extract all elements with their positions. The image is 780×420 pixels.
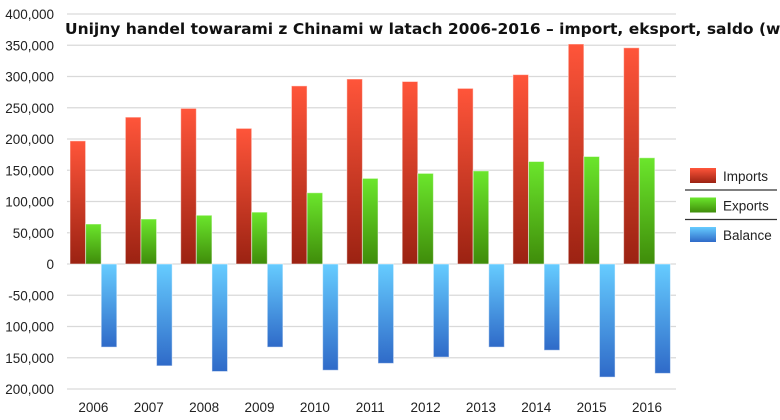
bar-exports-2011 [361, 177, 379, 265]
x-tick-label: 2012 [411, 400, 441, 415]
bar-balance-2014 [543, 263, 561, 351]
x-tick-label: 2009 [244, 400, 274, 415]
bar-exports-2012 [417, 172, 434, 265]
legend-swatch-imports [690, 168, 716, 183]
bar-imports-2012 [401, 81, 419, 265]
y-tick-label: 50,000 [13, 226, 54, 241]
bar-imports-2009 [235, 127, 253, 265]
bar-exports-2015 [583, 156, 600, 265]
x-tick-label: 2014 [521, 400, 552, 415]
bar-imports-2015 [567, 43, 585, 265]
bar-imports-2007 [124, 116, 142, 265]
x-tick-label: 2006 [78, 400, 108, 415]
bar-balance-2011 [377, 263, 395, 364]
legend-label: Balance [723, 228, 772, 243]
y-tick-label: 100,000 [5, 195, 54, 210]
y-tick-label: -50,000 [8, 288, 54, 303]
bar-exports-2013 [472, 170, 490, 265]
y-tick-label: 400,000 [5, 7, 54, 22]
bar-imports-2014 [512, 74, 530, 265]
x-tick-label: 2007 [134, 400, 164, 415]
chart-title: Unijny handel towarami z Chinami w latac… [65, 20, 780, 38]
bar-balance-2010 [322, 263, 339, 371]
bar-imports-2011 [346, 78, 363, 265]
y-tick-label: 100,000 [5, 320, 54, 335]
bar-exports-2008 [195, 214, 213, 265]
legend-swatch-exports [690, 197, 716, 213]
y-tick-label: 350,000 [5, 38, 54, 53]
bar-imports-2010 [290, 85, 308, 265]
bar-balance-2013 [488, 263, 505, 348]
bar-balance-2009 [266, 263, 284, 348]
bar-balance-2016 [654, 263, 671, 374]
bar-balance-2015 [598, 263, 616, 378]
y-tick-label: 300,000 [5, 70, 54, 85]
bar-balance-2012 [432, 263, 450, 358]
bar-balance-2006 [100, 263, 118, 348]
x-tick-label: 2010 [300, 400, 330, 415]
bar-exports-2016 [638, 157, 656, 265]
y-axis-ticks: 400,000 350,000 300,000 250,000 200,000 150,0… [5, 7, 54, 397]
bar-exports-2014 [528, 161, 545, 265]
y-tick-label: 200,000 [5, 382, 54, 397]
x-tick-label: 2013 [466, 400, 496, 415]
legend-label: Exports [723, 199, 769, 214]
bar-imports-2013 [457, 87, 474, 265]
bar-exports-2010 [306, 192, 324, 265]
bar-exports-2007 [140, 218, 158, 265]
y-tick-label: 150,000 [5, 163, 54, 178]
y-tick-label: 250,000 [5, 101, 54, 116]
legend-label: Imports [723, 169, 768, 184]
x-tick-label: 2016 [632, 400, 662, 415]
bar-balance-2007 [156, 263, 173, 367]
x-tick-label: 2015 [577, 400, 607, 415]
bar-imports-2006 [69, 140, 87, 265]
bar-balance-2008 [211, 263, 229, 372]
y-tick-label: 150,000 [5, 351, 54, 366]
x-tick-label: 2008 [189, 400, 219, 415]
x-axis-ticks: 2006 2007 2008 2009 2010 2011 2012 2013 2014 2015… [78, 400, 662, 415]
legend: Imports Exports Balance [685, 168, 777, 243]
bar-exports-2006 [85, 223, 102, 265]
x-tick-label: 2011 [356, 400, 385, 415]
bars [69, 43, 671, 378]
bar-exports-2009 [251, 211, 268, 265]
y-tick-label: 0 [46, 257, 54, 272]
legend-swatch-balance [690, 227, 716, 242]
bar-imports-2016 [623, 47, 640, 265]
bar-imports-2008 [180, 107, 197, 265]
y-tick-label: 200,000 [5, 132, 54, 147]
